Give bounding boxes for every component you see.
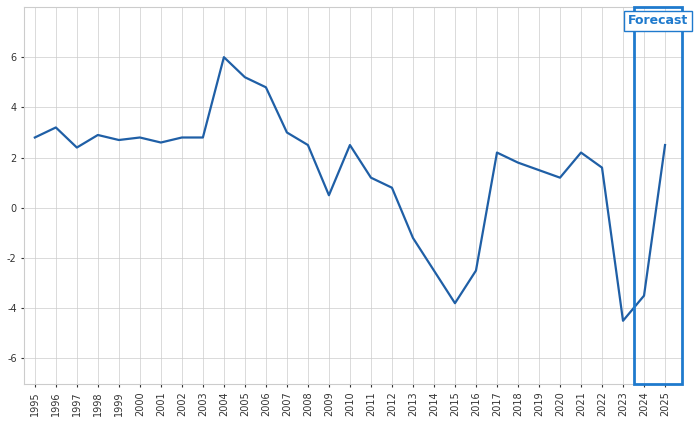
Bar bbox=[633, 7, 682, 384]
Text: Forecast: Forecast bbox=[628, 14, 688, 27]
